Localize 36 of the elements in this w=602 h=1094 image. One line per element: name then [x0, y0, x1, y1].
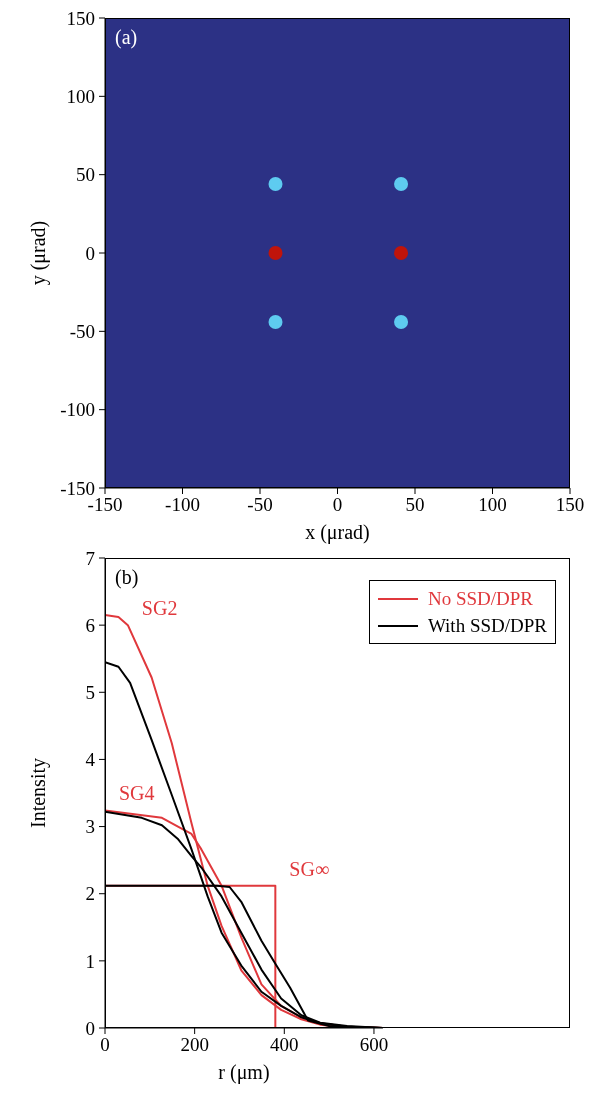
y-tick-label: -50	[69, 321, 95, 343]
y-tick-label: 0	[85, 1017, 95, 1039]
y-tick-label: 7	[85, 547, 95, 569]
y-tick-label: 100	[66, 86, 95, 108]
y-tick-label: 6	[85, 614, 95, 636]
y-axis-title: Intensity	[27, 758, 51, 828]
annotation: SG4	[119, 782, 155, 805]
y-tick-label: 4	[85, 749, 96, 771]
annotation: SG∞	[289, 857, 330, 880]
y-axis-title: y (μrad)	[27, 220, 51, 286]
y-tick-label: 2	[85, 883, 95, 905]
legend-label: No SSD/DPR	[427, 587, 533, 611]
legend-label: With SSD/DPR	[427, 614, 547, 638]
x-tick-label: 0	[332, 494, 343, 516]
x-axis-title: x (μrad)	[305, 521, 370, 544]
x-tick-label: 400	[270, 1034, 299, 1056]
y-tick-label: 0	[85, 242, 95, 264]
x-tick-label: -50	[247, 494, 273, 516]
annotation: (a)	[115, 26, 138, 49]
y-tick-label: -150	[60, 477, 95, 499]
x-tick-label: 50	[405, 494, 425, 516]
x-tick-label: 600	[359, 1034, 389, 1056]
y-tick-label: 150	[66, 7, 95, 29]
y-tick-label: -100	[60, 399, 95, 421]
y-tick-label: 3	[85, 816, 95, 838]
y-tick-label: 50	[76, 164, 95, 186]
x-tick-label: 0	[100, 1034, 110, 1056]
x-tick-label: -100	[165, 494, 200, 516]
y-tick-label: 1	[85, 950, 95, 972]
annotation: SG2	[141, 597, 178, 620]
x-tick-label: 100	[478, 494, 507, 516]
y-tick-label: 5	[85, 682, 95, 704]
x-tick-label: 150	[555, 494, 585, 516]
x-axis-title: r (μm)	[218, 1061, 270, 1084]
x-tick-label: 200	[180, 1034, 209, 1056]
annotation: (b)	[115, 566, 139, 589]
